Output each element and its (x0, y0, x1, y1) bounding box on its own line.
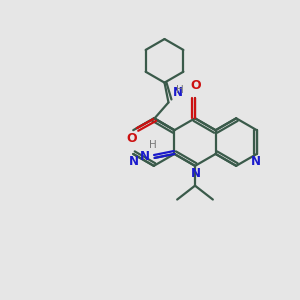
Text: N: N (251, 155, 261, 168)
Text: N: N (140, 150, 150, 164)
Text: H: H (176, 85, 184, 94)
Text: N: N (172, 86, 182, 100)
Text: N: N (129, 155, 139, 168)
Text: N: N (191, 167, 201, 180)
Text: O: O (127, 132, 137, 145)
Text: O: O (191, 79, 201, 92)
Text: H: H (149, 140, 157, 150)
